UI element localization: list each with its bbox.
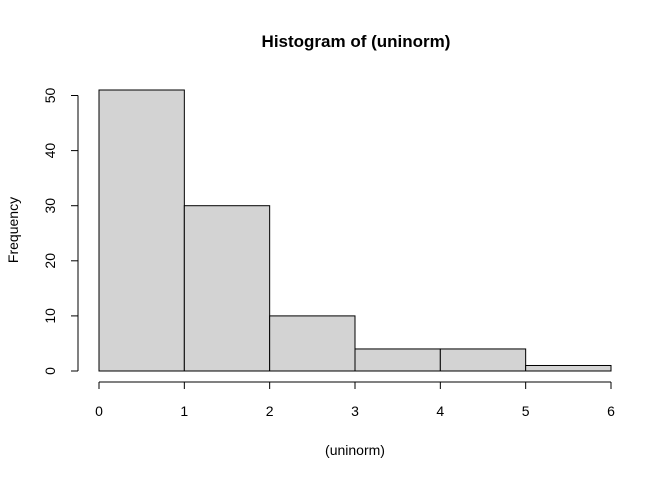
x-axis: 0 1 2 3 4 5 6	[95, 381, 615, 419]
histogram-bar-5	[439, 348, 527, 372]
y-axis: 0 10 20 30 40 50	[42, 88, 79, 375]
histogram-bar-2	[183, 205, 271, 372]
y-tick-label: 30	[42, 198, 58, 214]
x-tick-label: 6	[607, 403, 615, 419]
y-tick-label: 0	[42, 367, 58, 375]
y-tick-label: 10	[42, 308, 58, 324]
histogram-bars	[98, 89, 612, 372]
histogram-bar-1	[98, 89, 185, 372]
x-tick-label: 4	[436, 403, 444, 419]
x-tick-label: 3	[351, 403, 359, 419]
x-axis-label: (uninorm)	[325, 442, 385, 458]
y-tick-label: 40	[42, 143, 58, 159]
x-tick-label: 0	[95, 403, 103, 419]
y-tick-label: 50	[42, 88, 58, 104]
histogram-bar-6	[525, 364, 612, 372]
x-tick-label: 5	[522, 403, 530, 419]
x-tick-label: 1	[180, 403, 188, 419]
histogram-bar-4	[354, 348, 441, 372]
chart-title: Histogram of (uninorm)	[262, 32, 451, 51]
histogram-bar-3	[269, 315, 356, 372]
y-tick-label: 20	[42, 253, 58, 269]
x-tick-label: 2	[266, 403, 274, 419]
y-axis-label: Frequency	[5, 197, 21, 263]
